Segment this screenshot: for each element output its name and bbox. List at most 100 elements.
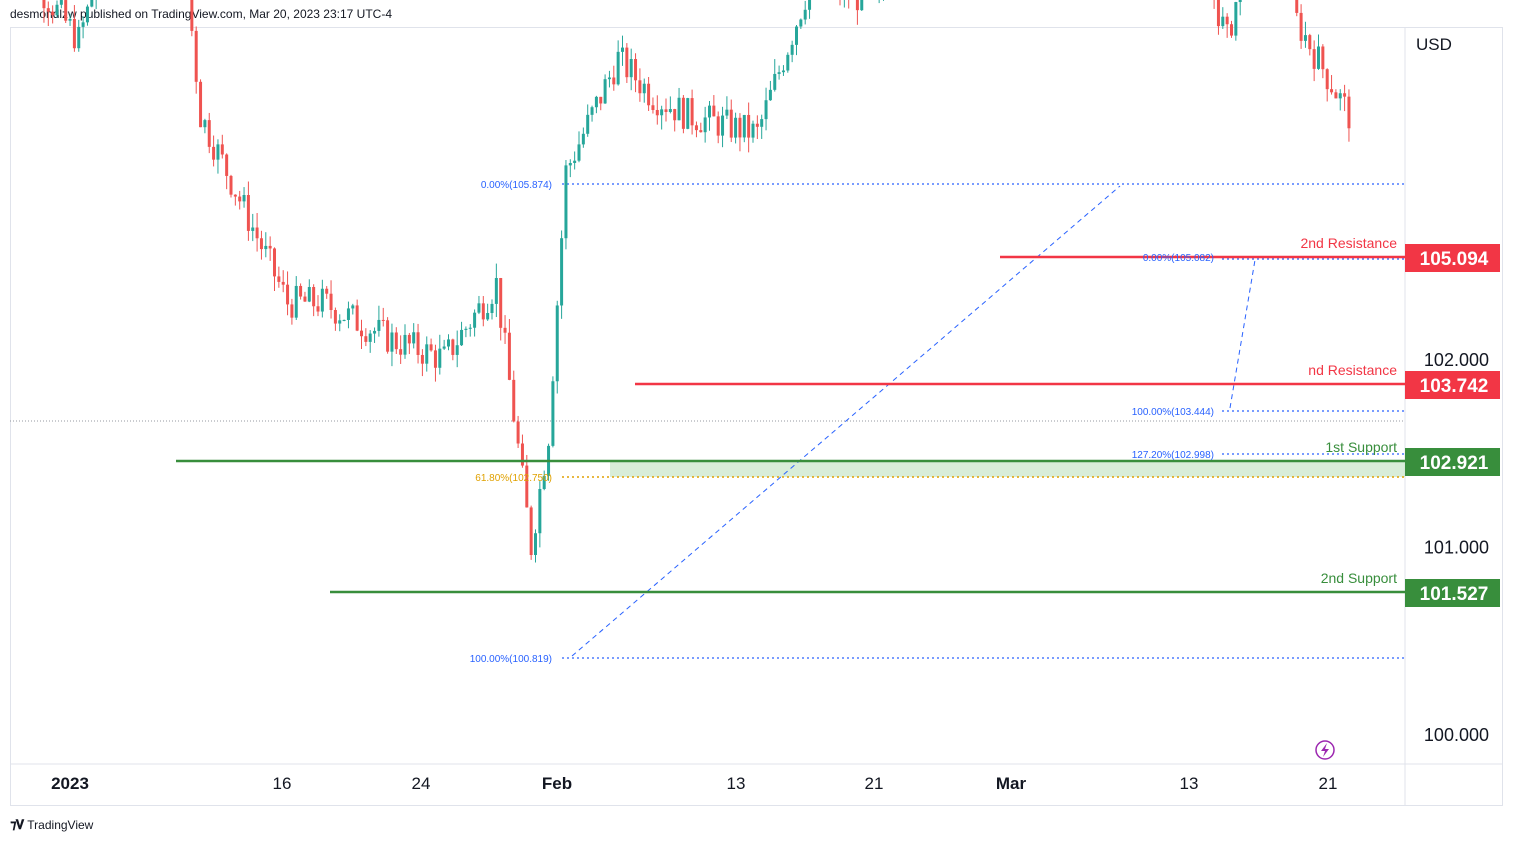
candle-body bbox=[668, 109, 672, 112]
candle-body bbox=[795, 26, 798, 45]
candle-body bbox=[355, 305, 359, 331]
candle-body bbox=[277, 276, 281, 282]
tradingview-logo-icon: ⁊𝐕 bbox=[10, 817, 24, 832]
support-1-label: 1st Support bbox=[1325, 439, 1397, 455]
candle-body bbox=[490, 303, 494, 314]
candle-body bbox=[664, 109, 668, 112]
time-tick-label: Mar bbox=[996, 774, 1027, 793]
chart-frame bbox=[10, 27, 1503, 806]
candle-body bbox=[760, 119, 764, 127]
candle-body bbox=[808, 0, 812, 10]
candle-body bbox=[642, 83, 646, 94]
support-2-badge bbox=[1405, 579, 1500, 607]
candle-body bbox=[1317, 46, 1320, 69]
candle-body bbox=[638, 80, 642, 94]
candle-body bbox=[542, 475, 546, 490]
candle-body bbox=[1225, 16, 1229, 25]
resistance-2-badge bbox=[1405, 244, 1500, 272]
candle-body bbox=[229, 175, 233, 195]
candle-body bbox=[420, 354, 424, 364]
candles bbox=[42, 0, 1351, 563]
candle-body bbox=[346, 308, 350, 320]
candle-body bbox=[268, 245, 272, 249]
candle-body bbox=[329, 293, 333, 311]
candle-body bbox=[264, 245, 268, 250]
candle-body bbox=[1343, 93, 1347, 97]
support-2-label: 2nd Support bbox=[1321, 570, 1397, 586]
candle-body bbox=[325, 288, 329, 294]
candle-body bbox=[333, 310, 337, 324]
candle-body bbox=[1299, 12, 1303, 41]
candle-body bbox=[516, 421, 520, 444]
candle-body bbox=[303, 296, 307, 302]
candle-body bbox=[747, 114, 751, 138]
time-tick-label: 21 bbox=[1319, 774, 1338, 793]
candle-body bbox=[586, 114, 590, 134]
candle-body bbox=[499, 278, 503, 328]
candle-body bbox=[342, 319, 346, 321]
candle-body bbox=[351, 305, 355, 309]
candle-body bbox=[694, 125, 698, 131]
candle-body bbox=[655, 109, 659, 116]
candle-body bbox=[55, 4, 59, 16]
currency-label: USD bbox=[1416, 35, 1452, 54]
candle-body bbox=[690, 98, 694, 126]
candle-body bbox=[68, 18, 72, 21]
candle-body bbox=[634, 59, 638, 81]
candle-body bbox=[486, 313, 490, 320]
candle-body bbox=[81, 22, 85, 27]
footer-brand: TradingView bbox=[27, 818, 94, 832]
candle-body bbox=[1295, 0, 1299, 13]
candle-body bbox=[855, 0, 859, 11]
time-tick-label: 13 bbox=[1180, 774, 1199, 793]
candle-body bbox=[629, 59, 633, 78]
candle-body bbox=[1312, 49, 1316, 69]
candle-body bbox=[734, 117, 738, 138]
candle-body bbox=[512, 379, 516, 422]
candle-body bbox=[373, 330, 377, 334]
candle-body bbox=[51, 11, 55, 16]
candle-body bbox=[599, 96, 603, 104]
candle-body bbox=[568, 163, 572, 166]
candle-body bbox=[368, 333, 372, 342]
candle-body bbox=[594, 96, 598, 108]
candle-body bbox=[455, 345, 459, 355]
candle-body bbox=[1221, 16, 1225, 27]
candle-body bbox=[686, 98, 690, 129]
candle-body bbox=[225, 154, 229, 176]
candle-body bbox=[647, 83, 651, 106]
resistance-1-label: nd Resistance bbox=[1308, 362, 1397, 378]
candle-body bbox=[238, 196, 242, 202]
candle-body bbox=[251, 227, 255, 231]
candle-body bbox=[673, 109, 677, 121]
candle-body bbox=[90, 0, 94, 7]
candle-body bbox=[612, 77, 616, 85]
candle-body bbox=[203, 120, 207, 128]
fib-label-0-left: 0.00%(105.874) bbox=[481, 180, 552, 191]
footer: ⁊𝐕 TradingView bbox=[10, 817, 93, 833]
candle-body bbox=[1303, 35, 1307, 41]
candle-body bbox=[1330, 89, 1334, 93]
candle-body bbox=[447, 339, 450, 347]
candle-body bbox=[242, 195, 246, 202]
candle-body bbox=[803, 9, 807, 20]
candle-body bbox=[246, 195, 250, 231]
lightning-icon[interactable] bbox=[1315, 740, 1335, 760]
candle-body bbox=[216, 144, 220, 160]
candle-body bbox=[625, 47, 629, 78]
candle-body bbox=[194, 30, 198, 82]
candle-body bbox=[64, 0, 68, 21]
candle-body bbox=[777, 72, 781, 74]
candle-body bbox=[220, 144, 224, 155]
candle-body bbox=[751, 123, 755, 138]
candle-body bbox=[621, 47, 624, 52]
candle-body bbox=[790, 44, 794, 55]
candle-body bbox=[42, 0, 46, 9]
candle-body bbox=[233, 194, 237, 197]
candle-body bbox=[799, 19, 803, 27]
price-tick-label: 100.000 bbox=[1424, 725, 1489, 745]
candle-body bbox=[316, 306, 320, 312]
candle-body bbox=[1334, 92, 1338, 99]
candle-body bbox=[699, 130, 703, 133]
